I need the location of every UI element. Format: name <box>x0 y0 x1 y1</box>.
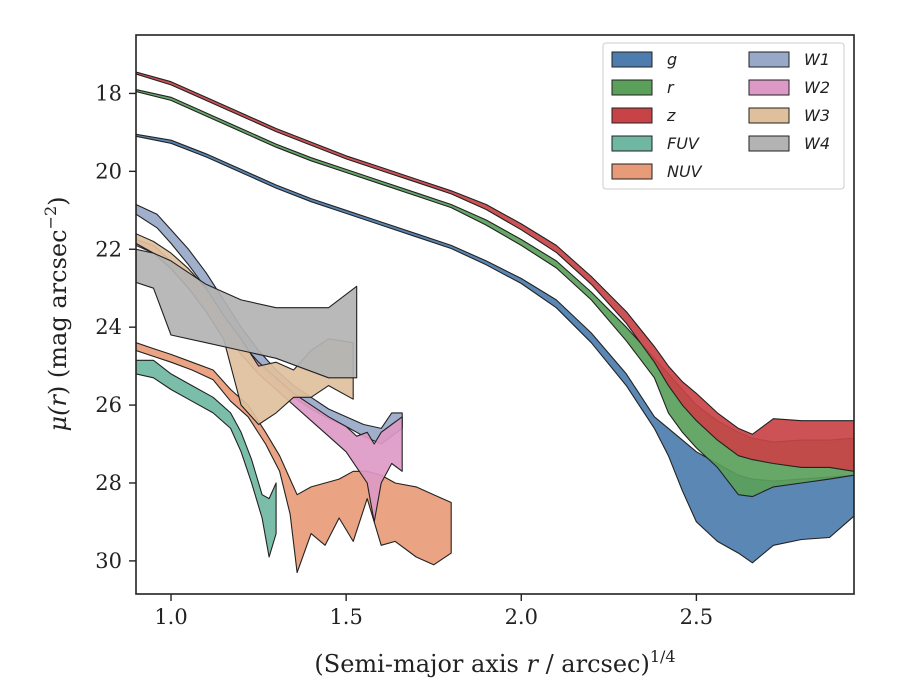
x-tick-label: 2.5 <box>680 605 713 629</box>
x-tick-label: 2.0 <box>505 605 538 629</box>
band-nuv <box>136 342 452 574</box>
legend-label-w1: W1 <box>804 50 830 69</box>
legend-swatch-r <box>611 79 653 96</box>
legend-label-w4: W4 <box>804 134 830 153</box>
band-fuv <box>136 359 277 558</box>
band-z <box>136 71 854 472</box>
legend-label-g: g <box>667 50 677 69</box>
y-tick-label: 26 <box>95 393 122 417</box>
legend-swatch-w4 <box>748 135 790 152</box>
y-axis-label: μ(r) (mag arcsec−2) <box>41 196 72 431</box>
legend-label-nuv: NUV <box>667 162 703 181</box>
x-tick-label: 1.0 <box>154 605 187 629</box>
legend-label-w3: W3 <box>804 106 830 125</box>
legend-swatch-nuv <box>611 163 653 180</box>
y-tick-label: 28 <box>95 471 122 495</box>
legend-swatch-g <box>611 51 653 68</box>
legend-label-r: r <box>667 78 675 97</box>
plot-frame <box>135 34 855 595</box>
legend-label-w2: W2 <box>804 78 830 97</box>
legend-swatch-fuv <box>611 135 653 152</box>
y-tick-label: 18 <box>95 81 122 105</box>
y-axis: 18 20 22 24 26 28 30 <box>95 81 136 573</box>
legend: grz FUV NUV W1 W2 W3 W4 <box>602 42 845 190</box>
legend-swatch-z <box>611 107 653 124</box>
y-tick-label: 22 <box>95 237 122 261</box>
bands-layer <box>136 71 854 574</box>
x-tick-label: 1.5 <box>329 605 362 629</box>
legend-swatch-w2 <box>748 79 790 96</box>
legend-label-z: z <box>666 106 676 125</box>
y-tick-label: 30 <box>95 549 122 573</box>
legend-swatch-w3 <box>748 107 790 124</box>
band-g <box>136 133 854 564</box>
y-tick-label: 24 <box>95 315 122 339</box>
legend-label-fuv: FUV <box>667 134 700 153</box>
legend-swatch-w1 <box>748 51 790 68</box>
x-axis-label: (Semi-major axis r / arcsec)1/4 <box>314 647 675 678</box>
x-axis: 1.0 1.5 2.0 2.5 <box>154 594 713 629</box>
y-tick-label: 20 <box>95 159 122 183</box>
band-w4 <box>136 248 358 379</box>
